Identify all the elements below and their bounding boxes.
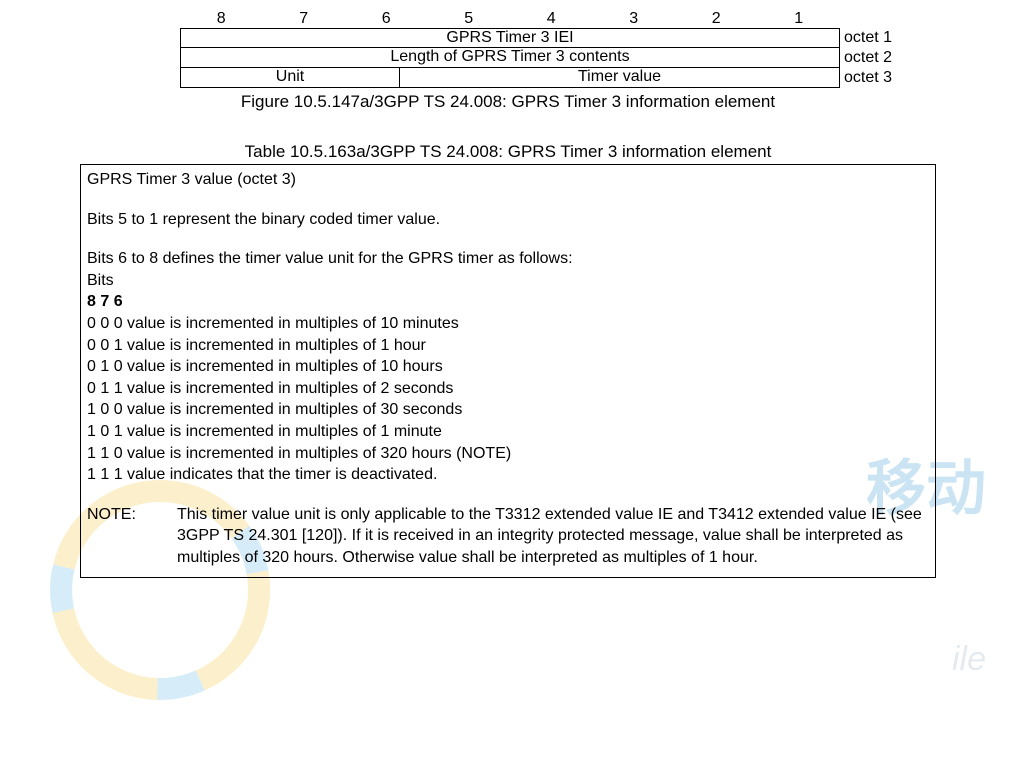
- octet-label: octet 2: [840, 48, 892, 68]
- octet-label: octet 3: [840, 68, 892, 88]
- table-title-line: GPRS Timer 3 value (octet 3): [87, 169, 929, 191]
- length-cell: Length of GPRS Timer 3 contents: [180, 48, 840, 68]
- note-label: NOTE:: [87, 504, 177, 569]
- unit-cell: Unit: [180, 68, 400, 88]
- bits-header: 8 7 6: [87, 291, 929, 313]
- bit-row: 0 0 1 value is incremented in multiples …: [87, 335, 929, 357]
- table-box: GPRS Timer 3 value (octet 3) Bits 5 to 1…: [80, 164, 936, 578]
- bit-number-header: 8 7 6 5 4 3 2 1: [180, 10, 840, 28]
- bit-row: 1 0 0 value is incremented in multiples …: [87, 399, 929, 421]
- bit-row: 0 0 0 value is incremented in multiples …: [87, 313, 929, 335]
- bit-num: 6: [345, 10, 428, 28]
- bits-label: Bits: [87, 270, 929, 292]
- bit-row: 0 1 0 value is incremented in multiples …: [87, 356, 929, 378]
- octet-label: octet 1: [840, 28, 892, 48]
- figure-row-2: Length of GPRS Timer 3 contents octet 2: [180, 48, 936, 68]
- bit-row: 1 1 1 value indicates that the timer is …: [87, 464, 929, 486]
- bit-num: 2: [675, 10, 758, 28]
- bit-num: 5: [428, 10, 511, 28]
- bit-row: 0 1 1 value is incremented in multiples …: [87, 378, 929, 400]
- figure-row-1: GPRS Timer 3 IEI octet 1: [180, 28, 936, 48]
- note-block: NOTE: This timer value unit is only appl…: [87, 504, 929, 569]
- bit-num: 4: [510, 10, 593, 28]
- bit-num: 1: [758, 10, 841, 28]
- bit-row: 1 1 0 value is incremented in multiples …: [87, 443, 929, 465]
- iei-cell: GPRS Timer 3 IEI: [180, 28, 840, 48]
- bit-row: 1 0 1 value is incremented in multiples …: [87, 421, 929, 443]
- figure-caption: Figure 10.5.147a/3GPP TS 24.008: GPRS Ti…: [80, 92, 936, 112]
- bit-num: 3: [593, 10, 676, 28]
- bit-num: 7: [263, 10, 346, 28]
- table-caption: Table 10.5.163a/3GPP TS 24.008: GPRS Tim…: [80, 142, 936, 162]
- table-desc2: Bits 6 to 8 defines the timer value unit…: [87, 248, 929, 270]
- timer-value-cell: Timer value: [400, 68, 840, 88]
- table-desc1: Bits 5 to 1 represent the binary coded t…: [87, 209, 929, 231]
- bit-num: 8: [180, 10, 263, 28]
- figure-row-3: Unit Timer value octet 3: [180, 68, 936, 88]
- watermark-text2: ile: [952, 640, 986, 679]
- note-text: This timer value unit is only applicable…: [177, 504, 929, 569]
